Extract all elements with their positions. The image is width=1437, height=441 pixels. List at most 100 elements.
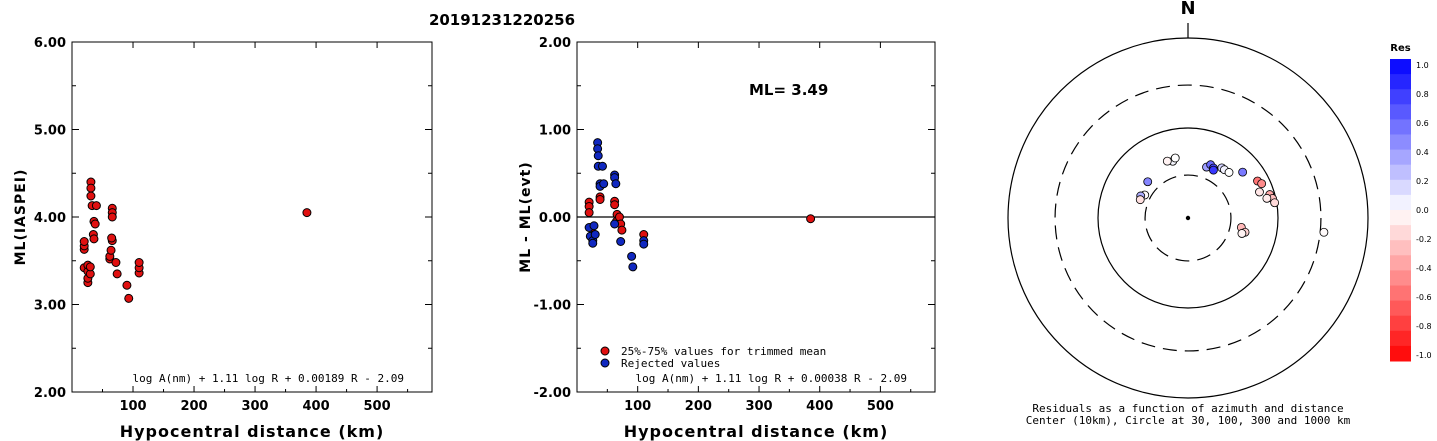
colorbar-segment (1390, 210, 1411, 226)
colorbar-segment (1390, 74, 1411, 90)
colorbar-segment (1390, 225, 1411, 241)
x-tick-label: 300 (745, 399, 772, 414)
data-point (610, 200, 620, 210)
colorbar-segment (1390, 104, 1411, 120)
north-label: N (1180, 0, 1195, 19)
formula-text: log A(nm) + 1.11 log R + 0.00038 R - 2.0… (635, 372, 907, 385)
y-tick-label: 6.00 (34, 36, 66, 51)
y-axis-label: ML(IASPEI) (13, 169, 29, 266)
data-point (122, 280, 132, 290)
colorbar-segment (1390, 315, 1411, 332)
colorbar-tick-label: 1.0 (1416, 61, 1429, 70)
residual-vs-distance-plot: -2.00 -1.00 0.00 1.00 2.00 100 200 300 400 500 Hyp… (518, 36, 936, 441)
center-point (1185, 215, 1191, 221)
formula-text: log A(nm) + 1.11 log R + 0.00189 R - 2.0… (132, 372, 404, 385)
y-tick-label: -2.00 (534, 386, 571, 401)
residual-point (1262, 193, 1272, 203)
event-id-title: 20191231220256 (429, 11, 575, 29)
polar-caption-line2: Center (10km), Circle at 30, 100, 300 an… (1026, 414, 1351, 427)
distance-ring (1054, 84, 1322, 352)
distance-ring (1144, 174, 1232, 262)
ml-vs-distance-plot: 2.00 3.00 4.00 5.00 6.00 100 200 300 400 500 Hypoc… (13, 36, 433, 441)
legend-marker (600, 358, 610, 368)
colorbar-tick-label: -0.2 (1416, 235, 1432, 244)
data-point (628, 262, 638, 272)
plot-frame (71, 41, 433, 393)
residual-point (1257, 179, 1267, 189)
data-point (593, 151, 603, 161)
data-point (111, 258, 121, 267)
x-tick-label: 500 (364, 399, 391, 414)
colorbar-segment (1390, 89, 1411, 105)
colorbar-segment (1390, 345, 1411, 362)
colorbar-tick-label: 0.4 (1416, 148, 1429, 157)
data-point (124, 293, 134, 303)
colorbar-tick-label: -0.6 (1416, 293, 1432, 302)
x-axis-label: Hypocentral distance (km) (120, 422, 385, 441)
colorbar-tick-label: 0.2 (1416, 177, 1429, 186)
x-tick-label: 400 (302, 399, 329, 414)
data-point (91, 201, 101, 211)
y-tick-label: 2.00 (34, 386, 66, 401)
polar-residual-plot: N Residuals as a function of azimuth and … (1007, 0, 1432, 427)
residual-point (1224, 168, 1234, 177)
data-point (90, 219, 100, 229)
x-tick-label: 400 (806, 399, 833, 414)
colorbar-segment (1390, 194, 1411, 211)
colorbar-segment (1390, 285, 1411, 302)
y-tick-label: 1.00 (539, 124, 571, 139)
data-point (590, 230, 600, 239)
data-point (107, 212, 117, 222)
legend-label: 25%-75% values for trimmed mean (621, 345, 826, 358)
residual-point (1135, 195, 1145, 205)
colorbar-tick-label: -0.4 (1416, 264, 1432, 273)
residual-point (1209, 165, 1218, 175)
data-point (611, 179, 621, 189)
y-tick-label: -1.00 (534, 299, 571, 314)
data-point (79, 237, 89, 246)
data-point (85, 262, 95, 272)
data-point (639, 239, 649, 249)
data-point (86, 183, 96, 193)
y-tick-label: 5.00 (34, 124, 66, 139)
colorbar-segment (1390, 119, 1411, 135)
y-tick-label: 0.00 (539, 211, 571, 226)
x-tick-label: 200 (180, 399, 207, 414)
data-point (106, 245, 116, 255)
colorbar-segment (1390, 149, 1411, 166)
data-point (86, 191, 96, 201)
y-axis-label: ML - ML(evt) (518, 161, 534, 272)
colorbar-segment (1390, 330, 1411, 347)
x-tick-label: 300 (241, 399, 268, 414)
colorbar-tick-label: -0.8 (1416, 322, 1432, 331)
colorbar-segment (1390, 59, 1411, 75)
legend-marker (600, 346, 610, 356)
colorbar-segment (1390, 134, 1411, 151)
x-tick-label: 100 (119, 399, 146, 414)
colorbar-segment (1390, 300, 1411, 317)
colorbar-tick-label: 0.6 (1416, 119, 1429, 128)
data-point (584, 208, 594, 218)
data-point (89, 234, 99, 244)
colorbar-title: Res (1390, 43, 1410, 54)
colorbar-segment (1390, 270, 1411, 286)
residual-point (1319, 227, 1329, 237)
colorbar-segment (1390, 179, 1411, 196)
data-point (627, 251, 637, 261)
colorbar-tick-label: 0.8 (1416, 90, 1429, 99)
data-point (112, 269, 122, 279)
residual-point (1170, 153, 1180, 163)
data-point (107, 233, 117, 243)
data-point (599, 179, 609, 189)
data-point (610, 219, 620, 229)
data-point (589, 221, 599, 231)
data-point (134, 258, 144, 267)
distance-ring (1097, 127, 1279, 309)
residual-point (1238, 167, 1248, 177)
colorbar-segment (1390, 164, 1411, 181)
colorbar-segment (1390, 240, 1411, 256)
residual-point (1255, 187, 1264, 197)
polar-caption-line1: Residuals as a function of azimuth and d… (1032, 402, 1343, 415)
residual-point (1143, 177, 1153, 187)
